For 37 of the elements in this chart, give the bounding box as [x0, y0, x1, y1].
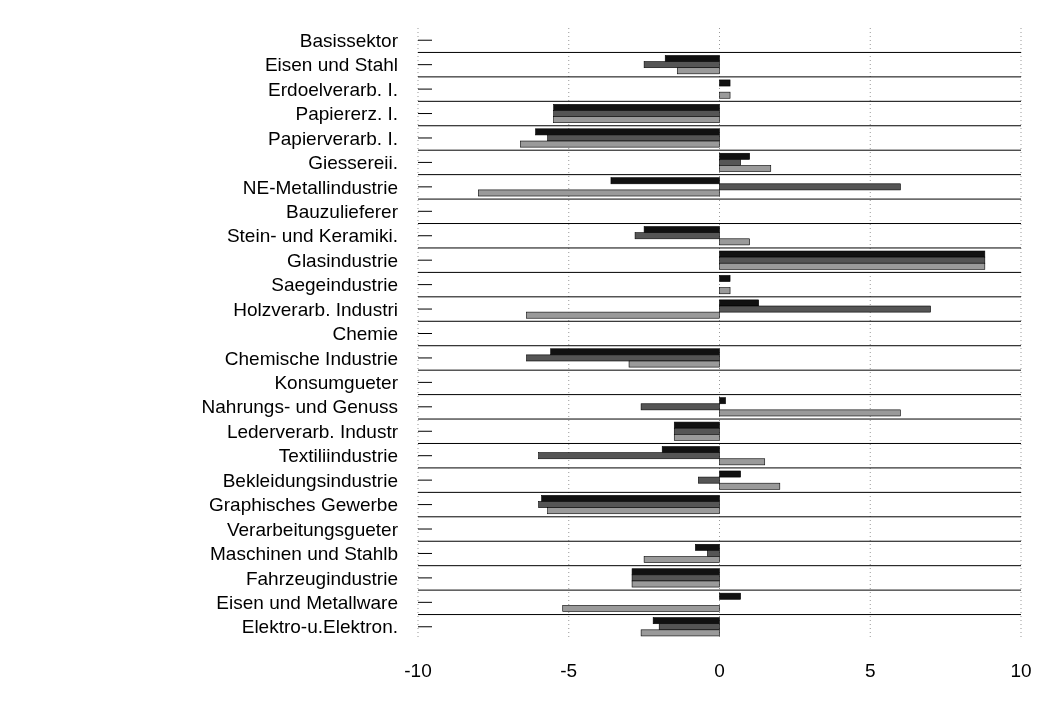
y-tick-label: Eisen und Metallware [216, 591, 398, 613]
y-tick-label: Giessereii. [308, 152, 398, 174]
bar [719, 287, 731, 295]
y-tick-label: Papiererz. I. [295, 103, 398, 125]
y-tick-label: Saegeindustrie [271, 274, 398, 296]
bar [631, 568, 720, 576]
y-tick-label: Stein- und Keramiki. [226, 225, 398, 247]
y-tick-label: Holzverarb. Industri [233, 298, 398, 320]
y-tick-label: Fahrzeugindustrie [245, 567, 398, 589]
y-tick-label: NE-Metallindustrie [242, 176, 398, 198]
y-tick-label: Nahrungs- und Genuss [201, 396, 398, 418]
y-tick-label: Chemie [332, 323, 398, 345]
y-tick-label: Maschinen und Stahlb [209, 543, 398, 565]
bar [719, 592, 741, 600]
bar [719, 79, 731, 87]
x-tick-label: -10 [404, 660, 432, 681]
bar [535, 128, 720, 136]
y-tick-label: Bauzulieferer [286, 200, 399, 222]
x-tick-label: -5 [560, 660, 578, 681]
bar [652, 617, 720, 625]
y-tick-label: Basissektor [299, 29, 399, 51]
y-tick-label: Graphisches Gewerbe [208, 494, 398, 516]
x-tick-label: 10 [1010, 660, 1032, 681]
x-tick-label: 5 [864, 660, 876, 681]
y-tick-label: Eisen und Stahl [264, 54, 398, 76]
y-tick-label: Verarbeitungsgueter [226, 518, 399, 540]
x-tick-label: 0 [714, 660, 725, 681]
y-tick-label: Konsumgueter [274, 372, 399, 394]
y-tick-label: Textiliindustrie [278, 445, 398, 467]
y-tick-label: Elektro-u.Elektron. [241, 616, 398, 638]
y-tick-label: Chemische Industrie [224, 347, 398, 369]
bar [719, 275, 731, 282]
y-tick-label: Glasindustrie [287, 249, 398, 271]
y-tick-label: Erdoelverarb. I. [268, 78, 398, 100]
y-tick-label: Bekleidungsindustrie [222, 469, 398, 491]
y-tick-label: Papierverarb. I. [268, 127, 398, 149]
y-tick-label: Lederverarb. Industr [226, 420, 399, 442]
